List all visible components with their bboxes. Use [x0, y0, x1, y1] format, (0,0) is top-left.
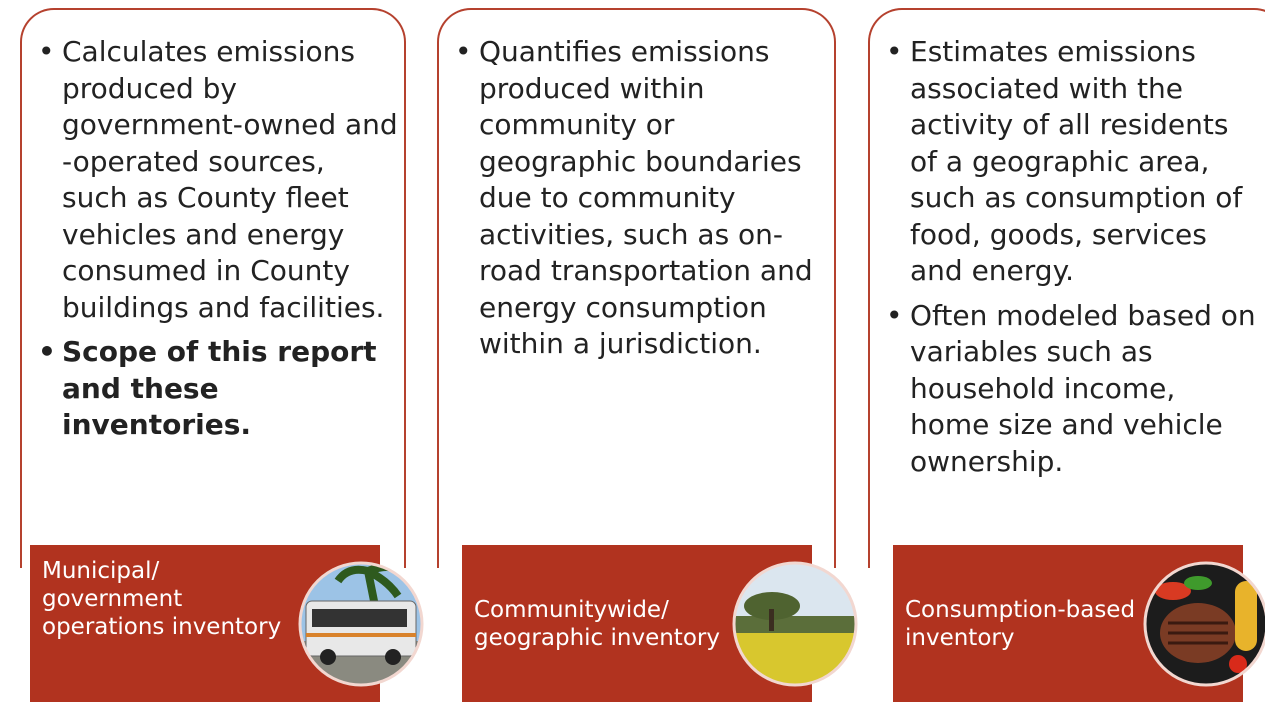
food-photo: [1143, 561, 1265, 687]
label-text: Municipal/ government operations invento…: [42, 557, 290, 641]
bullet-list: Quantifies emissions produced within com…: [453, 34, 828, 371]
label-text: Communitywide/ geographic inventory: [474, 596, 722, 652]
panel-card: Estimates emissions associated with the …: [868, 8, 1265, 568]
bullet: Quantifies emissions produced within com…: [453, 34, 828, 363]
label-text: Consumption-based inventory: [905, 596, 1153, 652]
slide: Calculates emissions produced by governm…: [0, 0, 1265, 702]
bullet-list: Estimates emissions associated with the …: [884, 34, 1256, 488]
panel-card: Quantifies emissions produced within com…: [437, 8, 836, 568]
bus-photo: [298, 561, 424, 687]
bullet: Calculates emissions produced by governm…: [36, 34, 398, 326]
panel-card: Calculates emissions produced by governm…: [20, 8, 406, 568]
bullet: Often modeled based on variables such as…: [884, 298, 1256, 481]
field-photo: [732, 561, 858, 687]
bullet-list: Calculates emissions produced by governm…: [36, 34, 398, 452]
bullet: Scope of this report and these inventori…: [36, 334, 398, 444]
bullet: Estimates emissions associated with the …: [884, 34, 1256, 290]
